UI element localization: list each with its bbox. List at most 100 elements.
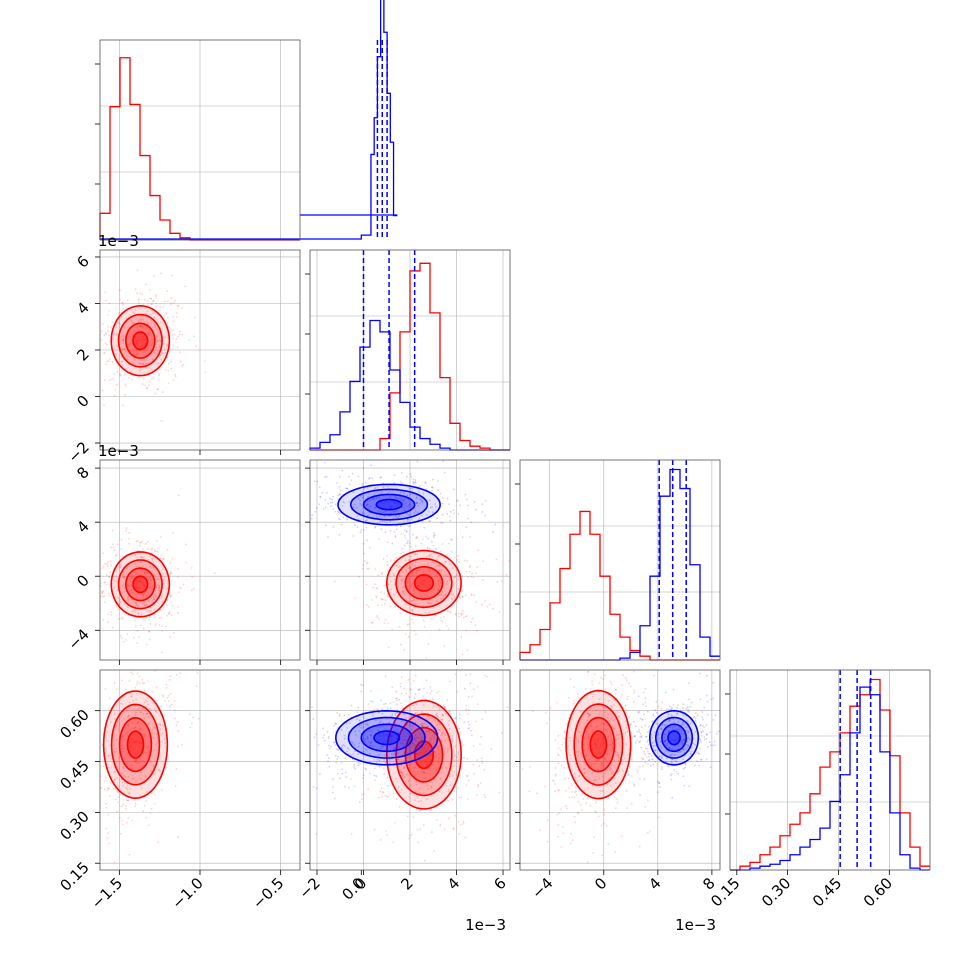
pair-3-blue-point [389,699,391,701]
pair-1-blue-point [375,550,377,552]
pair-4-red-point [457,759,460,762]
pair-5-red-point [611,705,614,708]
pair-4-red-point [387,796,389,798]
pair-5-red-point [566,747,569,750]
pair-5-red-point [622,759,624,761]
pair-1-blue-point [372,474,374,476]
pair-1-blue-point [378,482,380,484]
pair-2-blue-point [464,493,467,496]
pair-5-red-point [626,698,628,701]
pair-3-red-point [150,807,153,810]
pair-2-blue-contour-3 [337,483,441,526]
pair-4-red-fill-2 [405,727,443,782]
pair-2-red-point [450,550,453,553]
pair-4-blue-point [449,712,452,715]
pair-0-red-point [133,330,136,333]
pair-1-red-point [153,604,156,606]
pair-0-red-point [174,375,177,378]
pair-2-red-point [396,564,398,567]
pair-1-red-point [127,600,129,603]
pair-4-blue-point [396,712,398,714]
pair-3-blue-point [380,672,382,674]
pair-1-red-point [142,594,144,596]
pair-1-red-point [145,616,148,619]
pair-4-red-point [384,728,387,730]
pair-4-red-contour-2 [395,713,453,797]
pair-5-red-point [583,737,585,739]
pair-2-blue-fill-3 [376,499,402,510]
pair-4-blue-point [421,722,423,725]
pair-0-red-point [159,339,161,342]
pair-1-red-point [110,611,112,613]
pair-1-blue-point [395,479,397,481]
pair-3-red-point [102,765,105,768]
pair-0-red-point [122,340,124,342]
pair-4-blue-point [368,744,371,747]
pair-0-blue-point [384,403,386,405]
pair-4-red-point [431,831,433,833]
pair-3-red-point [127,725,130,728]
pair-4-red-point [412,748,415,751]
pair-4-blue-point [401,735,404,738]
pair-4-blue-point [394,712,397,715]
pair-4-red-point [451,739,454,742]
pair-2-red-point [404,603,407,606]
pair-4-blue-point [369,733,372,736]
pair-3-blue-point [378,774,380,776]
pair-0-blue-point [371,361,373,363]
pair-3-red-fill-3 [127,731,144,758]
pair-0-red-point [136,269,139,271]
pair-3-blue-point [393,693,395,695]
pair-4-red-point [394,722,397,725]
pair-3-red-point [113,771,115,773]
pair-2-blue-point [412,533,414,536]
pair-4-red-point [426,798,429,800]
pair-0-blue-point [376,356,378,358]
pair-1-red-point [140,581,143,584]
pair-2-blue-point [409,493,412,496]
pair-0-blue-point [374,330,376,332]
pair-2-red-point [432,544,435,547]
pair-4-red-point [441,731,444,734]
pair-1-red-point [105,563,108,565]
pair-1-red-point [103,581,106,584]
pair-4-blue-point [260,752,262,754]
pair-5-red-point [592,747,595,750]
pair-2-red-point [378,538,380,540]
pair-4-blue-point [428,754,431,757]
pair-5-red-point [608,720,611,723]
pair-4-red-point [414,744,417,747]
pair-1-red-point [151,599,154,602]
pair-2-blue-point [452,509,455,511]
pair-2-blue-point [399,480,402,483]
pair-5-red-point [602,775,605,778]
pair-1-red-point [148,615,151,618]
pair-3-red-point [175,768,178,770]
pair-3-red-point [131,737,133,740]
pair-4-red-point [379,790,382,793]
pair-2-blue-point [382,511,384,514]
pair-4-red-point [483,769,486,771]
pair-3-red-point [127,799,129,802]
pair-0-red-point [142,349,145,352]
pair-1-red-point [157,587,160,590]
pair-1-red-point [142,595,145,598]
pair-3-red-point [113,712,116,714]
pair-2-red-point [486,605,489,608]
pair-0-red-point [125,384,128,387]
pair-2-red-point [440,616,442,619]
pair-4-red-point [408,834,411,837]
pair-4-red-point [385,830,387,832]
pair-5-red-point [613,727,616,730]
pair-1-red-point [160,554,163,557]
pair-5-red-point [591,749,594,751]
pair-4-blue-point [463,756,465,759]
pair-1-red-point [133,599,135,602]
pair-5-blue-point [643,750,645,753]
pair-2-blue-point [412,480,415,483]
pair-3-red-point [122,784,124,787]
pair-5-blue-point [661,724,664,726]
pair-2-blue-point [424,482,427,484]
pair-4-red-point [427,719,429,721]
pair-2-red-point [380,591,383,594]
